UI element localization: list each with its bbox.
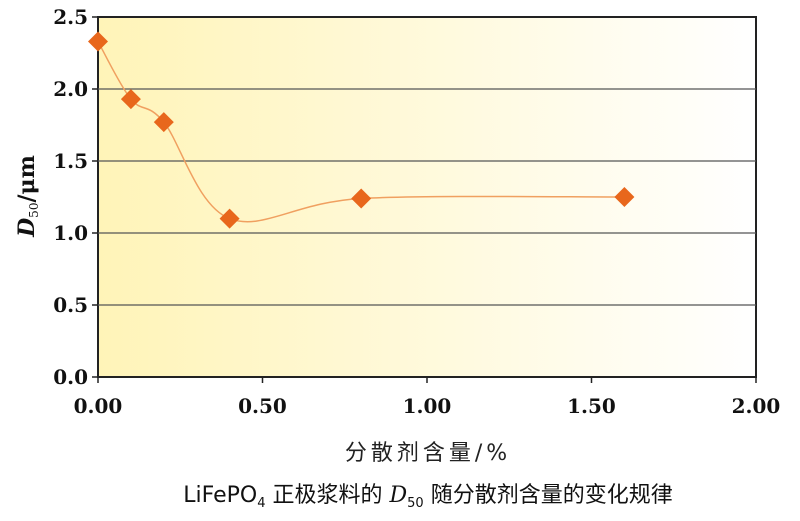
- figure-caption: LiFePO4 正极浆料的 D50 随分散剂含量的变化规律: [183, 483, 672, 511]
- x-tick-label: 0.00: [74, 394, 123, 418]
- y-axis-title: D50/μm: [14, 155, 41, 238]
- data-point-marker: [219, 208, 240, 229]
- data-point-marker: [153, 112, 174, 133]
- data-point-marker: [88, 31, 108, 52]
- data-point-marker: [614, 187, 635, 207]
- x-tick-labels: 0.00 0.50 1.00 1.50 2.00: [74, 394, 781, 418]
- x-tick-label: 1.50: [567, 394, 616, 418]
- y-tick-label: 2.0: [53, 77, 88, 101]
- y-tick-label: 1.0: [53, 221, 88, 245]
- y-tick-label: 1.5: [53, 149, 88, 173]
- x-tick-label: 2.00: [732, 394, 781, 418]
- data-point-marker: [351, 188, 372, 209]
- y-tick-label: 2.5: [53, 5, 88, 29]
- x-tick-label: 0.50: [238, 394, 287, 418]
- y-tick-labels: 0.0 0.5 1.0 1.5 2.0 2.5: [53, 5, 88, 389]
- y-tick-label: 0.5: [53, 293, 88, 317]
- y-tick-label: 0.0: [53, 365, 88, 389]
- x-tick-label: 1.00: [403, 394, 452, 418]
- data-point-marker: [120, 89, 141, 110]
- data-markers: [88, 31, 635, 229]
- x-axis-title: 分散剂含量/%: [345, 441, 511, 466]
- gridlines: [92, 16, 757, 383]
